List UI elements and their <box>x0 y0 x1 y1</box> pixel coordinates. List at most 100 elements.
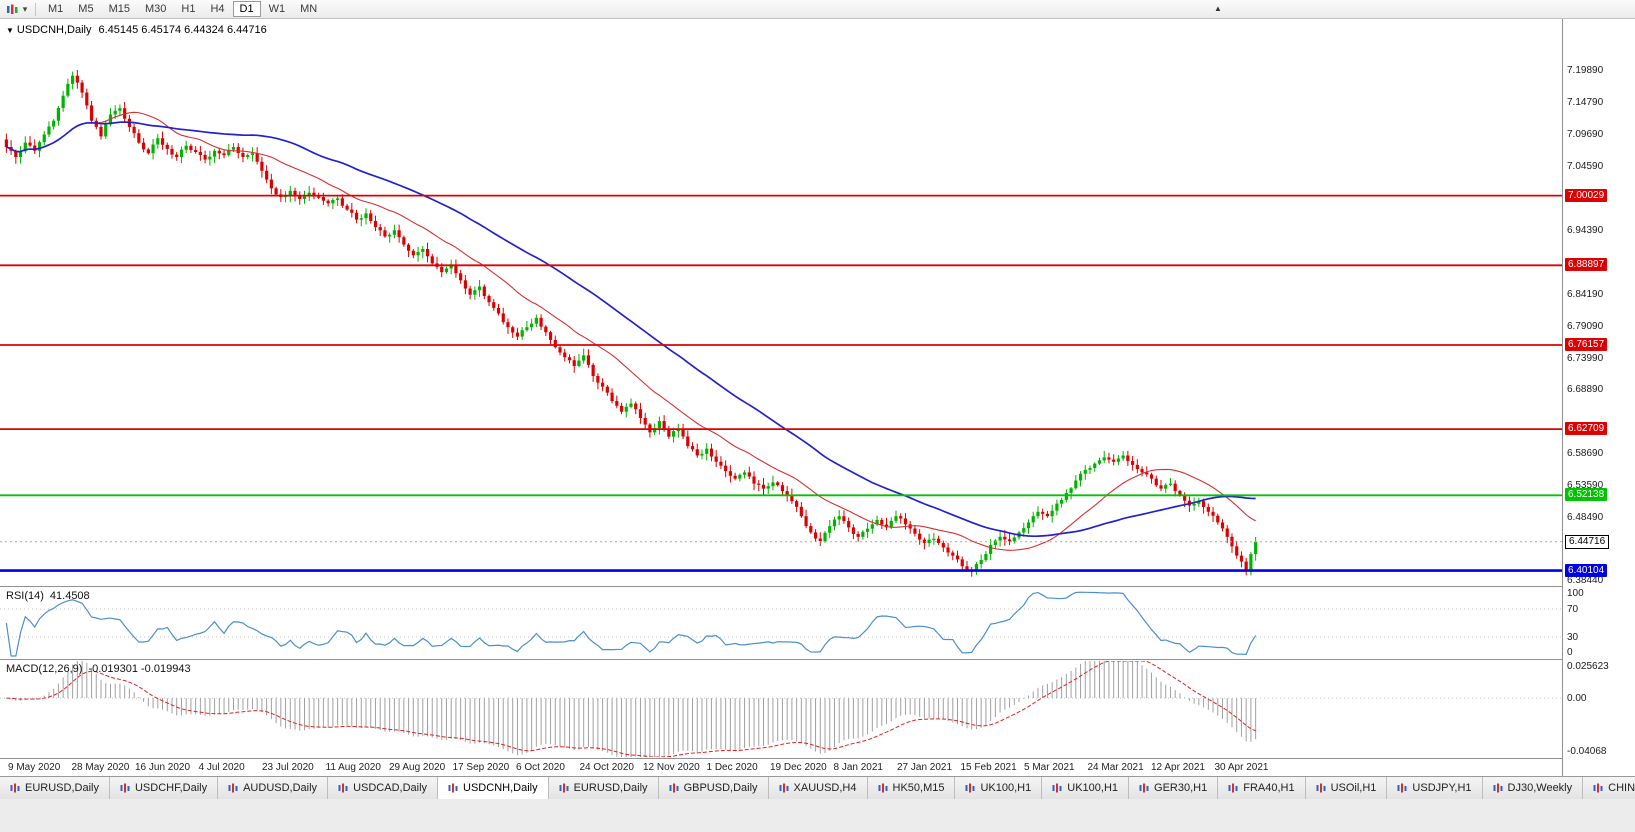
chart-icon <box>1316 783 1326 793</box>
tab-usdjpy-h1[interactable]: USDJPY,H1 <box>1387 777 1483 799</box>
tab-hk50-m15[interactable]: HK50,M15 <box>867 777 956 799</box>
price-axis-label: 6.53590 <box>1567 480 1604 492</box>
price-axis-label: -0.04068 <box>1567 746 1607 757</box>
panel-separator[interactable] <box>0 586 1635 587</box>
tab-dj30-weekly[interactable]: DJ30,Weekly <box>1482 777 1584 799</box>
tab-uk100-h1[interactable]: UK100,H1 <box>955 777 1043 799</box>
chart-ohlc-values: 6.45145 6.45174 6.44324 6.44716 <box>98 24 267 36</box>
chart-icon <box>669 783 679 793</box>
timeframe-d1-button[interactable]: D1 <box>232 1 261 17</box>
date-label: 24 Mar 2021 <box>1087 762 1144 773</box>
timeframe-h4-button[interactable]: H4 <box>210 3 225 15</box>
chart-icon <box>878 783 887 793</box>
tab-label: GER30,H1 <box>1154 782 1208 794</box>
chart-icon <box>448 783 458 793</box>
price-axis-label: 6.79090 <box>1567 320 1604 332</box>
price-axis-label: 6.38440 <box>1567 574 1604 586</box>
tab-label: CHINA300,H1 <box>1608 782 1635 794</box>
top-toolbar: ▾ M1 M5 M15 M30 H1 H4 D1 W1 MN <box>0 0 1635 19</box>
chart-icon <box>1228 783 1238 793</box>
chart-icon <box>1397 783 1407 793</box>
timeframe-m1-button[interactable]: M1 <box>48 3 64 15</box>
tab-audusd-daily[interactable]: AUDUSD,Daily <box>218 777 329 799</box>
panel-separator[interactable] <box>0 659 1635 660</box>
date-axis[interactable]: 9 May 2020 28 May 2020 16 Jun 2020 4 Jul 20… <box>0 758 1562 776</box>
tab-label: DJ30,Weekly <box>1507 782 1573 794</box>
tab-xauusd-h4[interactable]: XAUUSD,H4 <box>768 777 868 799</box>
timeframe-w1-button[interactable]: W1 <box>268 3 286 15</box>
tab-label: USDCHF,Daily <box>134 782 208 794</box>
chart-icon <box>120 783 130 793</box>
price-axis-label: 100 <box>1567 588 1584 599</box>
timeframe-h1-button[interactable]: H1 <box>181 3 196 15</box>
price-axis-label: 0.025623 <box>1567 661 1609 672</box>
date-label: 12 Nov 2020 <box>643 762 700 773</box>
tab-eurusd-daily[interactable]: EURUSD,Daily <box>0 777 110 799</box>
tab-uk100-h1[interactable]: UK100,H1 <box>1042 777 1130 799</box>
timeframe-m15-button[interactable]: M15 <box>108 3 130 15</box>
chart-icon <box>965 783 975 793</box>
tab-label: USDCAD,Daily <box>353 782 428 794</box>
chart-icon <box>228 783 238 793</box>
chart-icon <box>559 783 569 793</box>
rsi-label: RSI(14) 41.4508 <box>6 590 90 602</box>
price-axis-label: 7.00029 <box>1565 188 1608 202</box>
tab-eurusd-daily[interactable]: EURUSD,Daily <box>548 777 659 799</box>
price-axis-label: 6.88897 <box>1565 258 1608 272</box>
price-axis-label: 6.84190 <box>1567 288 1604 300</box>
rsi-chart-svg[interactable] <box>0 588 1562 658</box>
date-label: 12 Apr 2021 <box>1151 762 1205 773</box>
macd-name: MACD(12,26,9) <box>6 663 83 675</box>
candlestick-mini-icon <box>7 4 18 14</box>
date-label: 4 Jul 2020 <box>198 762 245 773</box>
status-bar <box>0 798 1635 832</box>
chart-area: ▼ USDCNH,Daily 6.45145 6.45174 6.44324 6.4… <box>0 19 1635 776</box>
price-axis-label: 30 <box>1567 632 1579 643</box>
tab-gbpusd-daily[interactable]: GBPUSD,Daily <box>658 777 769 799</box>
timeframe-mn-button[interactable]: MN <box>300 3 318 15</box>
main-chart-svg[interactable] <box>0 21 1562 585</box>
price-axis-label: 7.04590 <box>1567 161 1604 173</box>
timeframe-m30-button[interactable]: M30 <box>144 3 167 15</box>
price-axis-label: 7.09690 <box>1567 129 1604 141</box>
price-axis-label: 0 <box>1567 647 1573 658</box>
price-axis-label: 7.14790 <box>1567 97 1604 109</box>
date-label: 16 Jun 2020 <box>135 762 191 773</box>
tab-label: XAUUSD,H4 <box>793 782 857 794</box>
tab-label: FRA40,H1 <box>1243 782 1295 794</box>
tab-label: AUDUSD,Daily <box>243 782 318 794</box>
tab-label: UK100,H1 <box>980 782 1032 794</box>
price-axis-label: 6.48490 <box>1567 512 1604 524</box>
price-axis-label: 6.68890 <box>1567 384 1604 396</box>
price-axis-label: 6.52138 <box>1565 488 1608 502</box>
tab-ger30-h1[interactable]: GER30,H1 <box>1129 777 1219 799</box>
tab-china300-h1[interactable]: CHINA300,H1 <box>1583 777 1635 799</box>
dropdown-caret-icon[interactable]: ▾ <box>22 3 28 14</box>
tab-usdcnh-daily[interactable]: USDCNH,Daily <box>438 777 549 799</box>
chart-window-icon[interactable] <box>4 2 20 17</box>
scroll-up-icon[interactable]: ▲ <box>1214 4 1222 13</box>
tab-fra40-h1[interactable]: FRA40,H1 <box>1218 777 1306 799</box>
date-label: 27 Jan 2021 <box>897 762 953 773</box>
date-label: 30 Apr 2021 <box>1214 762 1269 773</box>
date-label: 17 Sep 2020 <box>452 762 510 773</box>
chart-title: ▼ USDCNH,Daily 6.45145 6.45174 6.44324 6.4… <box>6 24 267 36</box>
tab-usdcad-daily[interactable]: USDCAD,Daily <box>328 777 439 799</box>
price-axis-label: 6.73990 <box>1567 352 1604 364</box>
chart-icon <box>10 783 20 793</box>
tab-label: USDCNH,Daily <box>463 782 538 794</box>
price-axis[interactable]: 7.19890 7.14790 7.09690 7.04590 6.94390 6.841… <box>1562 19 1635 776</box>
macd-label: MACD(12,26,9) -0.019301 -0.019943 <box>6 663 191 675</box>
date-label: 19 Dec 2020 <box>770 762 827 773</box>
rsi-value: 41.4508 <box>49 590 90 602</box>
toolbar-divider <box>35 2 36 16</box>
rsi-name: RSI(14) <box>6 590 44 602</box>
chart-menu-icon[interactable]: ▼ <box>6 26 14 35</box>
macd-chart-svg[interactable] <box>0 661 1562 757</box>
tab-usoil-h1[interactable]: USOil,H1 <box>1305 777 1388 799</box>
price-axis-label: 6.44716 <box>1565 534 1610 549</box>
timeframe-m5-button[interactable]: M5 <box>78 3 94 15</box>
tab-usdchf-daily[interactable]: USDCHF,Daily <box>109 777 219 799</box>
chart-icon <box>1052 783 1062 793</box>
tab-label: EURUSD,Daily <box>25 782 99 794</box>
